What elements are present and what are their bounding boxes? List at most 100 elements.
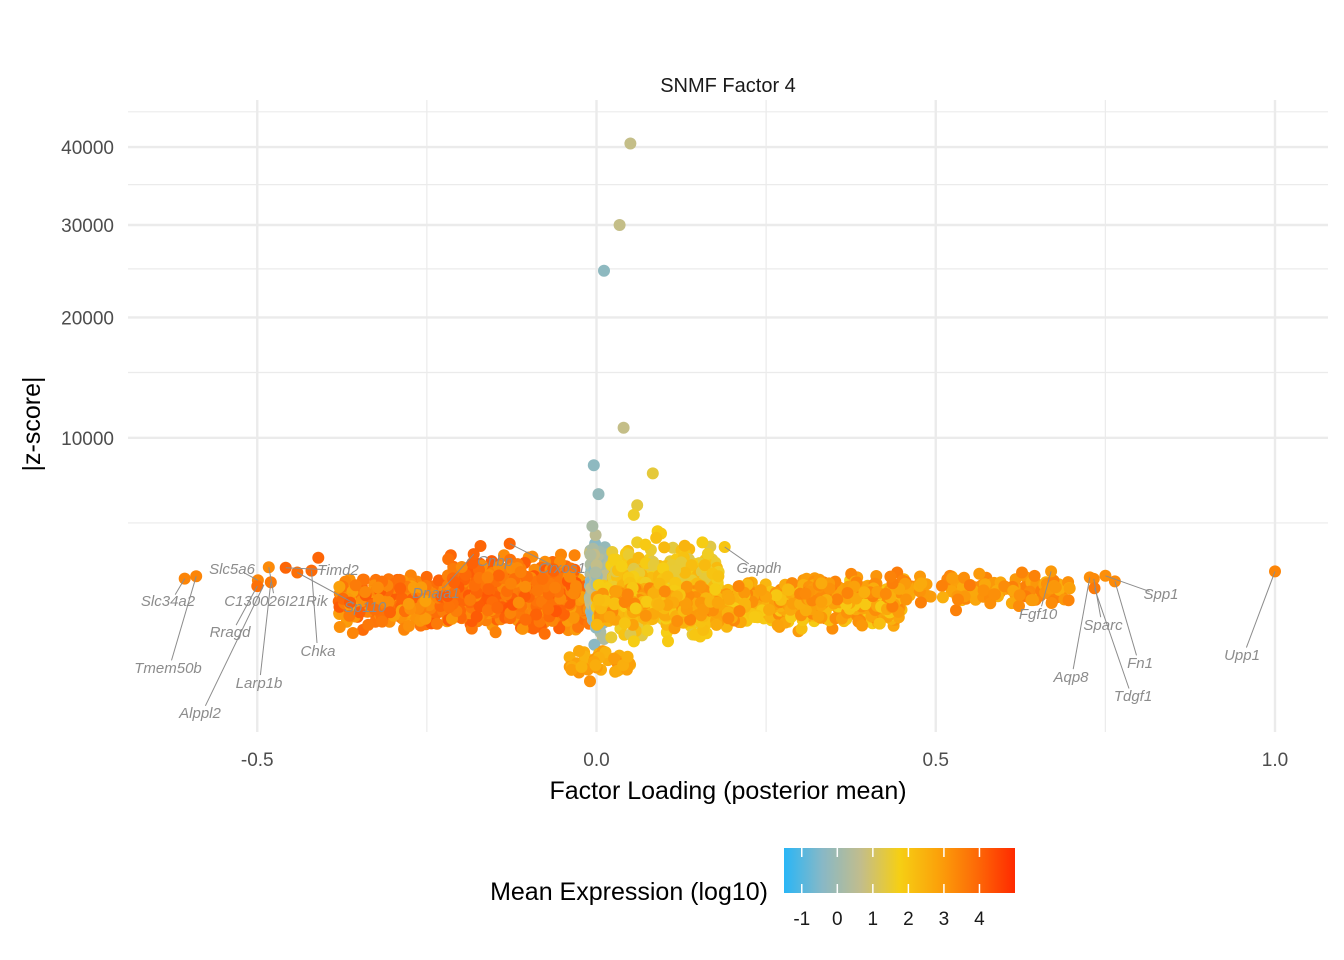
gene-label: Timd2 <box>317 562 359 579</box>
data-point <box>605 631 618 644</box>
data-point <box>573 645 585 657</box>
data-point <box>624 137 637 150</box>
gene-label-leader <box>1114 581 1137 656</box>
gene-label-leader <box>171 576 197 661</box>
data-point <box>701 547 714 560</box>
data-point <box>770 589 783 602</box>
data-point <box>1016 566 1028 579</box>
x-axis-title: Factor Loading (posterior mean) <box>549 777 906 805</box>
data-point <box>710 618 723 631</box>
data-point <box>567 611 580 624</box>
gene-label: Tdgf1 <box>1114 688 1152 705</box>
data-point <box>372 593 385 606</box>
data-point <box>622 548 635 561</box>
data-point <box>629 602 642 615</box>
gene-label: Aqp8 <box>1052 669 1089 686</box>
data-point <box>815 595 828 608</box>
data-point <box>464 594 477 606</box>
data-point <box>504 577 517 590</box>
data-point <box>514 566 527 578</box>
data-point <box>618 617 631 630</box>
gene-label-leader <box>509 543 552 566</box>
data-point <box>384 606 396 619</box>
data-point <box>963 579 976 592</box>
data-point <box>680 580 693 593</box>
gene-label: Slc5a6 <box>209 561 256 578</box>
gene-label-leader <box>174 578 186 595</box>
data-point <box>850 592 863 605</box>
data-point <box>935 579 948 592</box>
data-point <box>812 610 825 623</box>
data-point <box>936 591 949 604</box>
data-point <box>519 580 532 593</box>
gene-label-leader <box>443 553 475 588</box>
data-point <box>443 601 456 613</box>
data-point <box>547 564 560 577</box>
data-point <box>608 652 621 665</box>
data-point <box>589 659 602 672</box>
data-point <box>536 572 549 585</box>
data-point <box>516 622 529 635</box>
data-point <box>856 619 869 632</box>
gene-label-leader <box>242 571 259 581</box>
data-point <box>661 599 674 611</box>
data-point <box>946 572 959 585</box>
data-point <box>841 587 854 599</box>
data-point <box>973 567 986 580</box>
data-point <box>858 586 871 599</box>
data-point <box>431 617 443 630</box>
gene-label: Cnbp <box>477 553 513 570</box>
gene-label: Slc34a2 <box>141 593 196 610</box>
data-point <box>1049 581 1062 594</box>
data-point <box>998 580 1011 593</box>
data-point <box>627 508 640 521</box>
gene-label: Upp1 <box>1224 647 1260 664</box>
data-point <box>627 635 640 648</box>
data-point <box>362 618 375 631</box>
axes: -0.5 0.0 0.5 1.0 10000 20000 30000 40000 <box>61 138 1288 771</box>
data-point <box>1062 594 1075 607</box>
data-point <box>1013 600 1025 612</box>
data-point <box>658 585 671 598</box>
data-point <box>420 570 433 583</box>
gene-label: Tmem50b <box>134 660 202 677</box>
legend-ticks: -1 0 1 2 3 4 <box>793 848 985 930</box>
data-point <box>914 596 927 609</box>
gene-label-leader <box>235 585 258 626</box>
data-point <box>587 459 600 472</box>
gene-label-leader <box>1105 575 1150 592</box>
data-point <box>671 615 684 627</box>
data-point <box>879 587 892 600</box>
data-point <box>722 612 735 625</box>
data-points <box>178 137 1281 688</box>
data-point <box>402 620 415 632</box>
data-point <box>652 598 665 611</box>
data-point <box>608 598 621 611</box>
legend-tick-label: 3 <box>939 909 950 930</box>
y-tick-label: 10000 <box>61 429 114 450</box>
data-point <box>353 606 366 619</box>
data-point <box>733 605 746 618</box>
gene-label: Spp1 <box>1143 586 1178 603</box>
data-point <box>492 569 505 582</box>
data-point <box>448 586 461 599</box>
data-point <box>603 610 616 623</box>
data-point <box>1063 582 1076 595</box>
gene-label-leader <box>1245 571 1276 648</box>
gridlines <box>128 100 1328 732</box>
data-point <box>900 593 913 606</box>
data-point <box>588 638 601 651</box>
data-point <box>568 549 581 562</box>
data-point <box>359 586 372 598</box>
gene-label-leader <box>285 567 327 571</box>
data-point <box>684 613 697 626</box>
data-point <box>952 593 964 606</box>
data-point <box>512 596 525 609</box>
data-point <box>470 610 483 623</box>
legend-tick-label: 1 <box>868 909 879 930</box>
gene-label-leader <box>297 572 355 604</box>
data-point <box>393 573 406 586</box>
gene-label: Chka <box>300 643 335 660</box>
data-point <box>723 593 736 606</box>
legend-title: Mean Expression (log10) <box>490 878 768 906</box>
